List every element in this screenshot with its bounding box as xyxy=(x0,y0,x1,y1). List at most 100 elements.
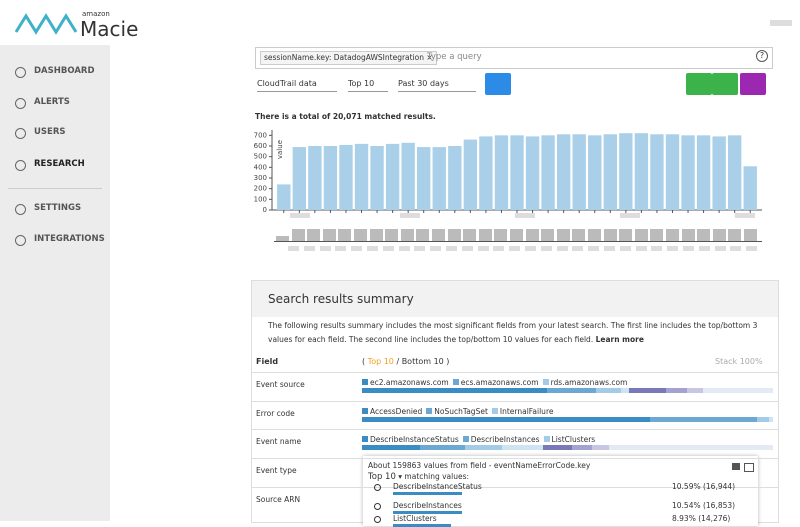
stack-segment xyxy=(596,388,621,393)
y-axis-label: value xyxy=(276,140,284,159)
list-button[interactable] xyxy=(740,73,766,95)
header xyxy=(0,0,800,45)
popup-tail: matching values: xyxy=(404,472,470,481)
stack-segment xyxy=(649,417,757,422)
learn-more[interactable]: Learn more xyxy=(595,335,644,344)
bar xyxy=(556,134,571,210)
value-label: 10.59% (16,944) xyxy=(672,482,736,491)
query-bar[interactable] xyxy=(255,47,773,69)
blurred-label xyxy=(290,213,310,218)
nav-item[interactable]: USERS xyxy=(34,127,66,137)
blurred-label xyxy=(319,246,331,251)
dropdown[interactable]: Top 10 xyxy=(348,79,388,92)
nav-item[interactable]: INTEGRATIONS xyxy=(34,234,105,244)
brush-bar xyxy=(322,229,336,241)
brush-bar xyxy=(744,229,757,241)
nav-icon[interactable] xyxy=(15,98,26,109)
blurred-label xyxy=(651,246,663,251)
brush-bar xyxy=(619,229,633,241)
popup xyxy=(363,456,758,526)
blurred-label xyxy=(572,246,584,251)
stack-segment xyxy=(362,445,420,450)
total-text: There is a total of 20,071 matched resul… xyxy=(255,112,436,121)
summary-title: Search results summary xyxy=(268,292,414,306)
sidebar xyxy=(0,45,110,521)
stack-segment xyxy=(620,388,630,393)
brush-bar xyxy=(354,229,367,241)
top-toggle[interactable]: Top 10 xyxy=(367,357,394,366)
blurred-label xyxy=(588,246,600,251)
top-bottom: ( Top 10 / Bottom 10 ) xyxy=(362,357,449,366)
stack-toggle[interactable]: Stack 100% xyxy=(715,357,763,366)
brush-bar xyxy=(447,229,461,241)
summary-header xyxy=(252,281,778,317)
nav-item[interactable]: ALERTS xyxy=(34,97,70,107)
blurred-label xyxy=(414,246,426,251)
logo-icon xyxy=(14,13,78,35)
legend-label: NoSuchTagSet xyxy=(434,407,488,416)
bar xyxy=(339,144,353,210)
search-icon[interactable] xyxy=(374,516,381,523)
query-chip[interactable]: sessionName.key: DatadogAWSIntegration × xyxy=(260,51,437,65)
nav-icon[interactable] xyxy=(15,235,26,246)
description: The following results summary includes t… xyxy=(268,321,758,344)
dropdown[interactable]: Past 30 days xyxy=(398,79,476,92)
y-tick-label: 600 xyxy=(254,142,267,150)
bottom-toggle[interactable]: / Bottom 10 ) xyxy=(396,357,450,366)
query-placeholder: Type a query xyxy=(427,52,482,62)
nav-item[interactable]: SETTINGS xyxy=(34,203,82,213)
bar xyxy=(743,166,757,210)
legend-label: InternalFailure xyxy=(499,407,554,416)
download-icon[interactable] xyxy=(732,463,740,470)
help[interactable]: ? xyxy=(756,50,768,62)
brush-bar xyxy=(681,229,695,241)
legend-swatch xyxy=(426,408,433,414)
y-tick-label: 0 xyxy=(263,206,267,214)
brush-bar xyxy=(400,229,414,241)
bar xyxy=(572,134,586,210)
nav-icon[interactable] xyxy=(15,67,26,78)
legend-swatch xyxy=(543,436,550,442)
dropdown[interactable]: CloudTrail data xyxy=(257,79,337,92)
field-name: Error code xyxy=(256,409,295,418)
nav-icon[interactable] xyxy=(15,204,26,215)
nav-item[interactable]: DASHBOARD xyxy=(34,66,95,76)
value-bar xyxy=(393,492,462,495)
y-tick-label: 700 xyxy=(254,131,267,139)
nav-item[interactable]: RESEARCH xyxy=(34,159,85,169)
chip-close[interactable]: × xyxy=(426,53,433,62)
brush-bar xyxy=(541,229,555,241)
search-button[interactable] xyxy=(485,73,511,95)
row-line xyxy=(252,372,778,373)
blurred-label xyxy=(351,246,363,251)
stack-segment xyxy=(592,445,609,450)
brush-bar xyxy=(650,229,664,241)
blurred-label xyxy=(382,246,394,251)
blurred-label xyxy=(288,246,299,251)
y-tick-label: 100 xyxy=(254,195,267,203)
blurred-label xyxy=(714,246,726,251)
stack-segment xyxy=(629,388,667,393)
nav-icon[interactable] xyxy=(15,128,26,139)
search-icon[interactable] xyxy=(374,503,381,510)
legend-swatch xyxy=(452,379,459,385)
user-menu[interactable] xyxy=(770,20,792,26)
brush-bar xyxy=(728,229,742,241)
alert-button[interactable] xyxy=(686,73,712,95)
image-icon[interactable] xyxy=(744,463,754,472)
search-icon[interactable] xyxy=(374,484,381,491)
popup-sub: Top 10 ▾ matching values: xyxy=(368,472,470,482)
stack-segment xyxy=(666,388,687,393)
nav-icon[interactable] xyxy=(15,160,26,171)
popup-top[interactable]: Top 10 xyxy=(368,472,396,482)
value-name[interactable]: DescribeInstanceStatus xyxy=(393,482,482,491)
y-tick-label: 200 xyxy=(254,185,267,193)
y-tick-label: 400 xyxy=(254,163,267,171)
value-name[interactable]: DescribeInstances xyxy=(393,501,462,510)
blurred-label xyxy=(525,246,536,251)
value-name[interactable]: ListClusters xyxy=(393,514,437,523)
blurred-label xyxy=(461,246,473,251)
row-line xyxy=(252,487,778,488)
blurred-label xyxy=(667,246,679,251)
save-button[interactable] xyxy=(712,73,738,95)
